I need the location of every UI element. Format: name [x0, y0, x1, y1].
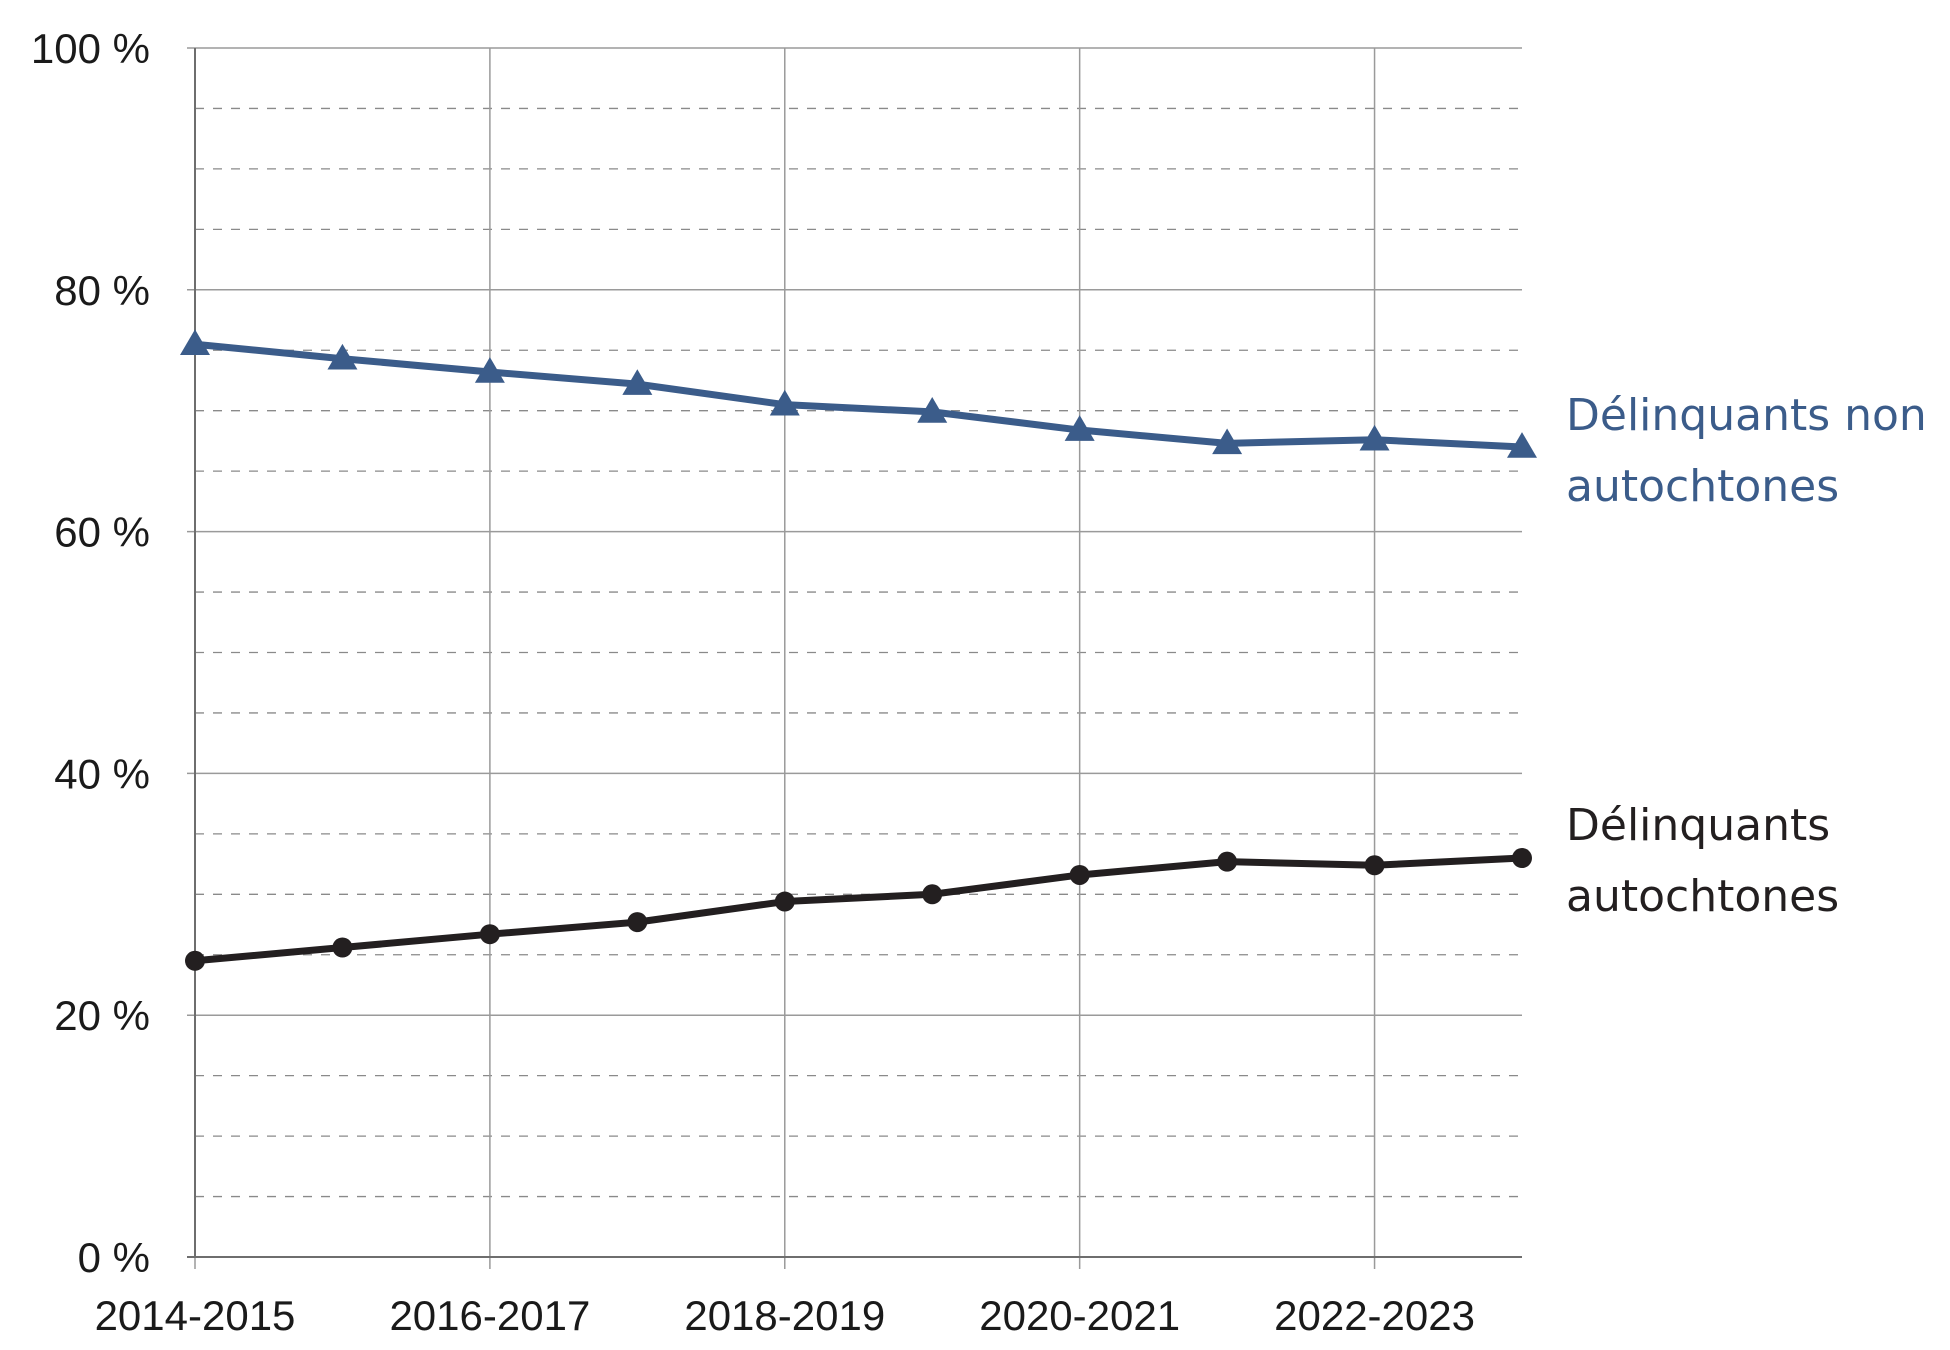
x-tick-label: 2020-2021 — [979, 1292, 1180, 1339]
data-point-triangle — [917, 397, 948, 423]
data-point-triangle — [474, 357, 505, 383]
series-label-line: autochtones — [1566, 461, 1839, 512]
minor-gridlines — [195, 107, 1522, 1198]
data-point-triangle — [1064, 415, 1095, 441]
data-point-triangle — [1359, 424, 1390, 451]
data-point-triangle — [622, 369, 653, 395]
y-tick-label: 100 % — [31, 25, 150, 72]
data-point-triangle — [327, 343, 358, 370]
data-point-triangle — [1507, 432, 1537, 458]
data-point-circle — [1069, 864, 1090, 885]
data-point-circle — [332, 937, 353, 958]
y-axis-tick-labels: 0 % 20 % 40 % 60 % 80 % 100 % — [31, 25, 150, 1281]
data-point-circle — [774, 891, 795, 912]
data-point-circle — [627, 912, 648, 933]
x-tick-label: 2018-2019 — [684, 1292, 885, 1339]
x-tick-label: 2022-2023 — [1274, 1292, 1475, 1339]
series-labels: Délinquants non autochtones Délinquants aut… — [1566, 390, 1927, 922]
series-line — [191, 854, 1526, 965]
data-point-triangle — [769, 389, 800, 416]
data-point-circle — [479, 924, 500, 945]
x-axis-tick-labels: 2014-2015 2016-2017 2018-2019 2020-2021 2022… — [95, 1292, 1475, 1339]
y-tick-label: 60 % — [54, 509, 150, 556]
y-tick-label: 40 % — [54, 750, 150, 797]
series-group — [180, 329, 1537, 971]
y-tick-label: 80 % — [54, 267, 150, 314]
data-point-circle — [1217, 851, 1238, 872]
data-point-circle — [185, 950, 205, 971]
x-tick-label: 2014-2015 — [95, 1292, 296, 1339]
data-point-triangle — [1212, 428, 1243, 455]
series-label-line: Délinquants non — [1566, 390, 1927, 441]
data-point-circle — [1364, 855, 1385, 876]
series-line — [191, 340, 1526, 451]
y-tick-label: 20 % — [54, 992, 150, 1039]
data-point-circle — [922, 884, 943, 905]
series-label-line: Délinquants — [1566, 800, 1830, 851]
data-point-circle — [1512, 848, 1532, 869]
axes — [187, 48, 1522, 1258]
major-gridlines — [187, 47, 1522, 1269]
data-point-triangle — [180, 329, 210, 356]
y-tick-label: 0 % — [78, 1234, 150, 1281]
x-tick-label: 2016-2017 — [389, 1292, 590, 1339]
series-label-line: autochtones — [1566, 871, 1839, 922]
